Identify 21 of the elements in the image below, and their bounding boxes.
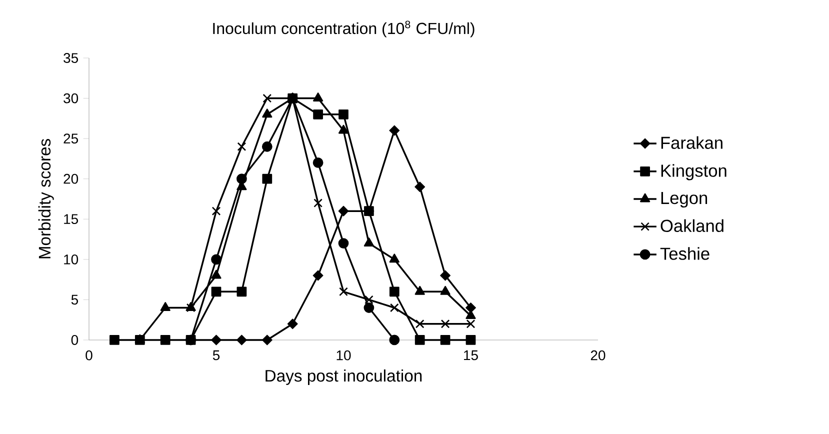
y-tick-label: 35: [64, 53, 78, 63]
x-tick-label: 20: [590, 350, 606, 360]
y-tick-label: 0: [71, 335, 78, 345]
x-tick-label: 10: [336, 350, 351, 360]
legend-label: Teshie: [660, 247, 710, 260]
y-axis-title: Morbidity scores: [38, 138, 54, 258]
y-tick-label: 30: [64, 93, 78, 104]
x-tick-label: 5: [212, 350, 220, 360]
legend-label: Farakan: [661, 136, 722, 149]
x-axis-title: Days post inoculation: [266, 369, 422, 385]
y-tick-label: 15: [64, 214, 78, 224]
chart-title: Inoculum concentration (10$^{8}$ CFU/ml): [213, 20, 474, 38]
x-tick-label: 15: [464, 350, 478, 360]
y-tick-label: 10: [64, 254, 78, 264]
y-tick-label: 20: [64, 174, 78, 184]
legend-label: Legon: [661, 192, 708, 208]
x-tick-label: 0: [86, 350, 92, 360]
y-tick-label: 25: [64, 134, 78, 144]
legend-label: Oakland: [660, 219, 724, 232]
legend-label: Kingston: [661, 164, 726, 180]
y-tick-label: 5: [71, 294, 78, 305]
